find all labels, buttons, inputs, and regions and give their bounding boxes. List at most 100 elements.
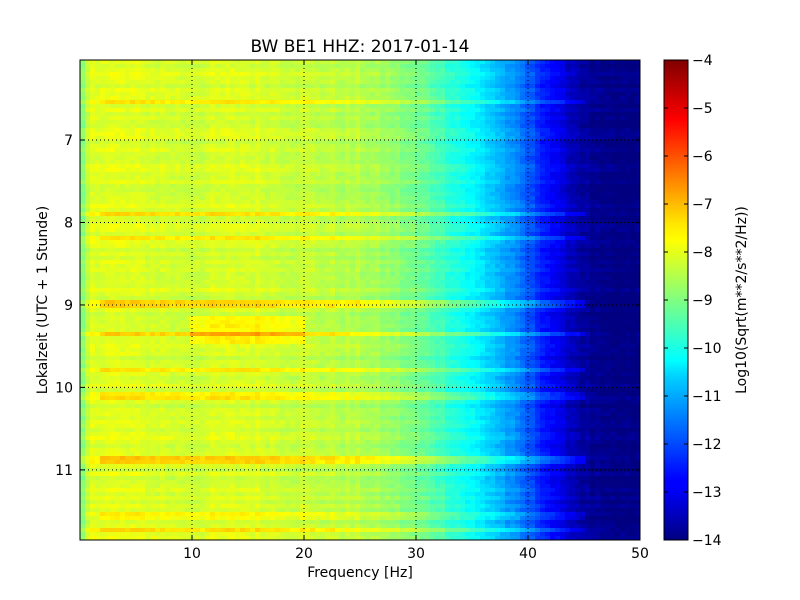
heatmap-cell [310,152,316,157]
heatmap-cell [480,176,486,181]
heatmap-cell [140,72,146,77]
heatmap-cell [295,112,301,117]
heatmap-cell [85,224,91,229]
heatmap-cell [220,132,226,137]
heatmap-cell [220,152,226,157]
heatmap-cell [625,164,631,169]
heatmap-cell [505,108,511,113]
heatmap-cell [485,116,491,121]
heatmap-cell [625,68,631,73]
heatmap-cell [430,116,436,121]
heatmap-cell [465,208,471,213]
heatmap-cell [310,80,316,85]
heatmap-cell [280,192,286,197]
heatmap-cell [270,156,276,161]
heatmap-cell [470,144,476,149]
heatmap-cell [95,144,101,149]
heatmap-cell [465,152,471,157]
heatmap-cell [130,176,136,181]
heatmap-cell [150,100,156,105]
heatmap-cell [390,176,396,181]
heatmap-cell [335,116,341,121]
heatmap-cell [190,148,196,153]
heatmap-cell [165,152,171,157]
heatmap-cell [540,212,546,217]
heatmap-cell [600,84,606,89]
heatmap-cell [440,188,446,193]
heatmap-cell [505,164,511,169]
heatmap-cell [530,172,536,177]
heatmap-cell [465,184,471,189]
heatmap-cell [105,76,111,81]
heatmap-cell [370,204,376,209]
heatmap-cell [605,108,611,113]
heatmap-cell [225,140,231,145]
heatmap-cell [375,228,381,233]
heatmap-cell [630,168,636,173]
heatmap-cell [355,72,361,77]
heatmap-cell [110,228,116,233]
heatmap-cell [275,236,281,241]
heatmap-cell [85,216,91,221]
heatmap-cell [265,92,271,97]
heatmap-cell [390,96,396,101]
heatmap-cell [515,132,521,137]
heatmap-cell [470,160,476,165]
heatmap-cell [555,172,561,177]
heatmap-cell [475,92,481,97]
heatmap-cell [555,212,561,217]
heatmap-cell [230,216,236,221]
heatmap-cell [615,128,621,133]
heatmap-cell [485,72,491,77]
heatmap-cell [315,216,321,221]
heatmap-cell [590,88,596,93]
heatmap-cell [555,100,561,105]
heatmap-cell [510,80,516,85]
heatmap-cell [620,100,626,105]
heatmap-cell [505,200,511,205]
heatmap-cell [500,160,506,165]
heatmap-cell [195,168,201,173]
heatmap-cell [555,156,561,161]
heatmap-cell [425,200,431,205]
heatmap-cell [95,224,101,229]
heatmap-cell [290,172,296,177]
heatmap-cell [100,232,106,237]
heatmap-cell [585,184,591,189]
heatmap-cell [380,188,386,193]
heatmap-cell [545,232,551,237]
heatmap-cell [205,148,211,153]
heatmap-cell [290,132,296,137]
heatmap-cell [430,228,436,233]
heatmap-cell [405,116,411,121]
heatmap-cell [500,112,506,117]
heatmap-cell [285,72,291,77]
heatmap-cell [270,184,276,189]
heatmap-cell [415,232,421,237]
heatmap-cell [350,208,356,213]
heatmap-cell [610,176,616,181]
heatmap-cell [450,176,456,181]
heatmap-cell [125,164,131,169]
heatmap-cell [375,132,381,137]
heatmap-cell [220,80,226,85]
heatmap-cell [280,228,286,233]
heatmap-cell [415,108,421,113]
heatmap-cell [610,116,616,121]
heatmap-cell [255,212,261,217]
heatmap-cell [315,76,321,81]
heatmap-cell [410,100,416,105]
heatmap-cell [100,136,106,141]
heatmap-cell [130,136,136,141]
heatmap-cell [140,108,146,113]
heatmap-cell [310,228,316,233]
heatmap-cell [160,168,166,173]
heatmap-cell [440,68,446,73]
heatmap-cell [265,196,271,201]
heatmap-cell [175,232,181,237]
heatmap-cell [395,172,401,177]
heatmap-cell [225,180,231,185]
heatmap-cell [345,80,351,85]
heatmap-cell [215,152,221,157]
heatmap-cell [180,132,186,137]
